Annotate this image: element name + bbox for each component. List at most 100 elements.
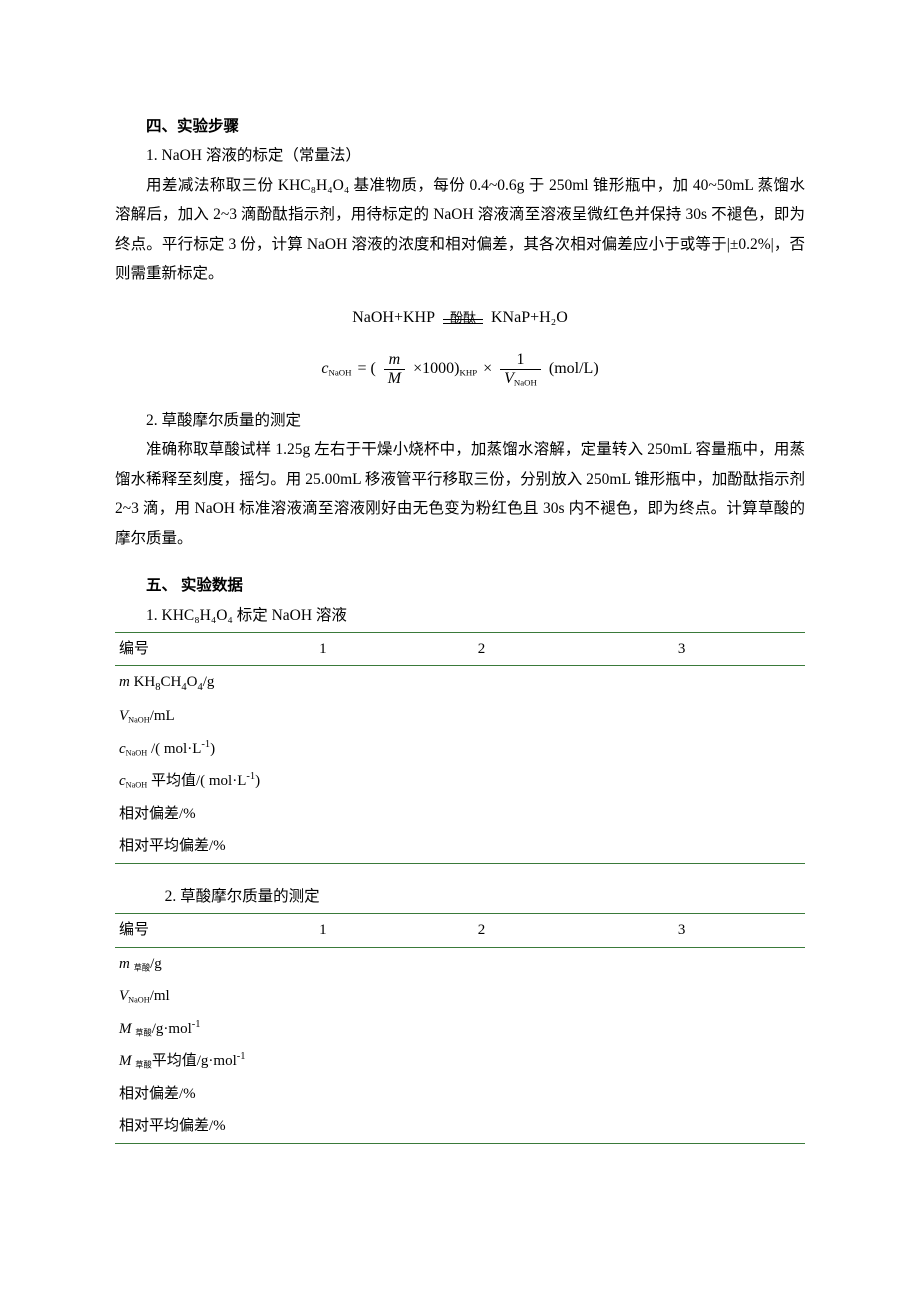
cell	[315, 666, 474, 700]
cell	[474, 700, 674, 733]
cell	[674, 1078, 805, 1111]
table-row: m 草酸/g	[115, 947, 805, 980]
eq2-den2: VNaOH	[500, 370, 541, 388]
cell	[315, 947, 474, 980]
eq2-equals-open: = (	[357, 354, 375, 384]
row-label: m KH8CH4O4/g	[115, 666, 315, 700]
section4-sub2-title: 2. 草酸摩尔质量的测定	[115, 406, 805, 435]
cell	[474, 1045, 674, 1078]
cell	[474, 733, 674, 766]
cell	[315, 765, 474, 798]
cell	[474, 1078, 674, 1111]
section4-heading: 四、实验步骤	[115, 112, 805, 141]
table-row: M 草酸平均值/g·mol-1	[115, 1045, 805, 1078]
th-1: 1	[315, 632, 474, 666]
equation-reaction: NaOH+KHP 酚酞 KNaP+H₂O	[115, 303, 805, 333]
table-row: VNaOH/ml	[115, 980, 805, 1013]
section4-sub1-title: 1. NaOH 溶液的标定（常量法）	[115, 141, 805, 170]
table2-body: m 草酸/gVNaOH/mlM 草酸/g·mol-1M 草酸平均值/g·mol-…	[115, 947, 805, 1143]
table-oxalic-acid: 编号 1 2 3 m 草酸/gVNaOH/mlM 草酸/g·mol-1M 草酸平…	[115, 913, 805, 1144]
table1-title: 1. KHC₈H₄O₄ 标定 NaOH 溶液	[115, 601, 805, 630]
th-label-2: 编号	[115, 914, 315, 948]
cell	[315, 1045, 474, 1078]
table1-body: m KH8CH4O4/gVNaOH/mLcNaOH /( mol·L-1)cNa…	[115, 666, 805, 863]
table-row: M 草酸/g·mol-1	[115, 1013, 805, 1046]
cell	[474, 1013, 674, 1046]
cell	[674, 700, 805, 733]
row-label: 相对偏差/%	[115, 1078, 315, 1111]
th-2-2: 2	[474, 914, 674, 948]
th-label: 编号	[115, 632, 315, 666]
table-row: VNaOH/mL	[115, 700, 805, 733]
table-row: 相对平均偏差/%	[115, 830, 805, 863]
th-1-2: 1	[315, 914, 474, 948]
table-row: m KH8CH4O4/g	[115, 666, 805, 700]
cell	[474, 1110, 674, 1143]
cell	[674, 733, 805, 766]
document-page: 四、实验步骤 1. NaOH 溶液的标定（常量法） 用差减法称取三份 KHC₈H…	[0, 0, 920, 1302]
row-label: cNaOH 平均值/( mol·L-1)	[115, 765, 315, 798]
eq2-mid: ×1000)	[413, 360, 459, 377]
cell	[674, 798, 805, 831]
cell	[474, 765, 674, 798]
cell	[674, 1045, 805, 1078]
cell	[674, 1110, 805, 1143]
eq2-num2: 1	[500, 351, 541, 370]
cell	[474, 947, 674, 980]
cell	[315, 700, 474, 733]
table-naoh-standardization: 编号 1 2 3 m KH8CH4O4/gVNaOH/mLcNaOH /( mo…	[115, 632, 805, 864]
cell	[315, 1013, 474, 1046]
row-label: m 草酸/g	[115, 947, 315, 980]
cell	[674, 830, 805, 863]
row-label: 相对偏差/%	[115, 798, 315, 831]
eq2-den1: M	[384, 370, 405, 388]
row-label: M 草酸平均值/g·mol-1	[115, 1045, 315, 1078]
row-label: M 草酸/g·mol-1	[115, 1013, 315, 1046]
section4-sub2-paragraph: 准确称取草酸试样 1.25g 左右于干燥小烧杯中，加蒸馏水溶解，定量转入 250…	[115, 435, 805, 553]
table-row: 相对偏差/%	[115, 798, 805, 831]
row-label: 相对平均偏差/%	[115, 830, 315, 863]
table-row: 相对平均偏差/%	[115, 1110, 805, 1143]
section4-sub1-paragraph: 用差减法称取三份 KHC₈H₄O₄ 基准物质，每份 0.4~0.6g 于 250…	[115, 171, 805, 289]
table-row: cNaOH /( mol·L-1)	[115, 733, 805, 766]
cell	[674, 765, 805, 798]
th-3: 3	[674, 632, 805, 666]
cell	[674, 947, 805, 980]
row-label: cNaOH /( mol·L-1)	[115, 733, 315, 766]
th-3-2: 3	[674, 914, 805, 948]
cell	[315, 1110, 474, 1143]
cell	[315, 733, 474, 766]
eq2-num1: m	[384, 351, 405, 370]
eq2-khp: KHP	[459, 368, 477, 378]
eq2-frac2: 1 VNaOH	[500, 351, 541, 388]
th-2: 2	[474, 632, 674, 666]
cell	[474, 830, 674, 863]
eq1-left: NaOH+KHP	[352, 303, 435, 333]
equation-concentration: cNaOH = ( m M ×1000)KHP × 1 VNaOH (mol/L…	[115, 351, 805, 388]
cell	[474, 666, 674, 700]
eq2-unit: (mol/L)	[549, 354, 599, 384]
reaction-arrow: 酚酞	[443, 311, 483, 324]
table-row: cNaOH 平均值/( mol·L-1)	[115, 765, 805, 798]
section5-heading: 五、 实验数据	[115, 571, 805, 600]
cell	[315, 980, 474, 1013]
cell	[315, 798, 474, 831]
cell	[674, 1013, 805, 1046]
cell	[474, 798, 674, 831]
table2-header-row: 编号 1 2 3	[115, 914, 805, 948]
table-row: 相对偏差/%	[115, 1078, 805, 1111]
table1-header-row: 编号 1 2 3	[115, 632, 805, 666]
cell	[674, 980, 805, 1013]
row-label: VNaOH/mL	[115, 700, 315, 733]
eq2-times: ×	[483, 354, 492, 384]
row-label: VNaOH/ml	[115, 980, 315, 1013]
cell	[674, 666, 805, 700]
table2-title: 2. 草酸摩尔质量的测定	[115, 882, 805, 911]
eq1-right: KNaP+H₂O	[491, 303, 568, 333]
eq2-c-sub: NaOH	[328, 368, 351, 378]
row-label: 相对平均偏差/%	[115, 1110, 315, 1143]
eq2-frac1: m M	[384, 351, 405, 387]
cell	[315, 1078, 474, 1111]
double-line-arrow	[443, 319, 483, 324]
cell	[315, 830, 474, 863]
